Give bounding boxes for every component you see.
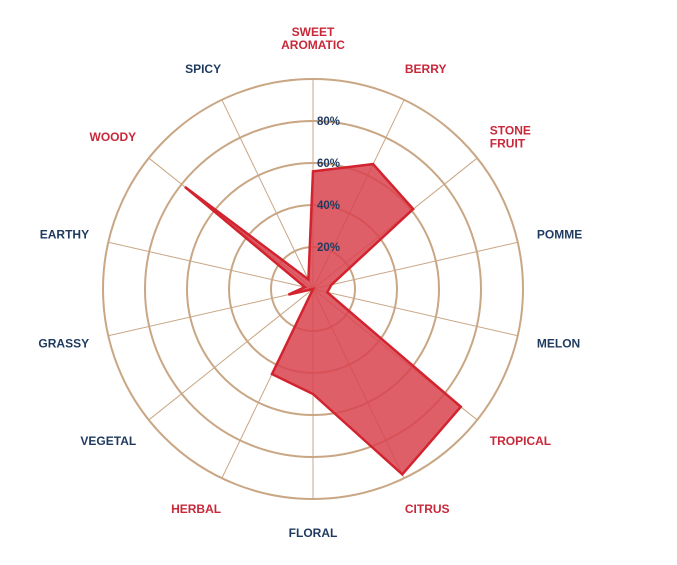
spoke-vegetal <box>148 288 314 421</box>
axis-labels: SWEET AROMATIC BERRY STONE FRUIT POMME MELON TR… <box>38 25 582 540</box>
spoke-pomme <box>312 241 518 290</box>
ring-outer <box>102 78 524 500</box>
axis-label-citrus: CITRUS <box>405 502 450 516</box>
ring-label-60: 60% <box>317 158 340 170</box>
radar-series <box>184 162 463 477</box>
axis-label-floral: FLORAL <box>289 526 338 540</box>
spoke-earthy <box>108 241 314 290</box>
axis-label-berry: BERRY <box>405 62 447 76</box>
spoke-grassy <box>108 288 314 337</box>
spoke-melon <box>312 288 518 337</box>
ring-label-80: 80% <box>317 116 340 128</box>
axis-label-tropical: TROPICAL <box>490 434 551 448</box>
axis-label-sweet-aromatic: SWEET AROMATIC <box>281 25 345 52</box>
axis-label-vegetal: VEGETAL <box>80 434 136 448</box>
axis-label-melon: MELON <box>537 336 580 350</box>
ring-80 <box>144 120 482 458</box>
axis-label-herbal: HERBAL <box>171 502 221 516</box>
axis-label-woody: WOODY <box>90 130 137 144</box>
axis-label-grassy: GRASSY <box>38 336 89 350</box>
axis-label-earthy: EARTHY <box>40 228 89 242</box>
ring-60 <box>186 162 440 416</box>
ring-label-40: 40% <box>317 200 340 212</box>
ring-labels: 20% 40% 60% 80% <box>317 116 340 254</box>
spoke-spicy <box>221 99 314 290</box>
axis-label-spicy: SPICY <box>185 62 221 76</box>
ring-label-20: 20% <box>317 242 340 254</box>
axis-label-pomme: POMME <box>537 228 582 242</box>
axis-label-stone-fruit: STONE FRUIT <box>490 123 531 150</box>
